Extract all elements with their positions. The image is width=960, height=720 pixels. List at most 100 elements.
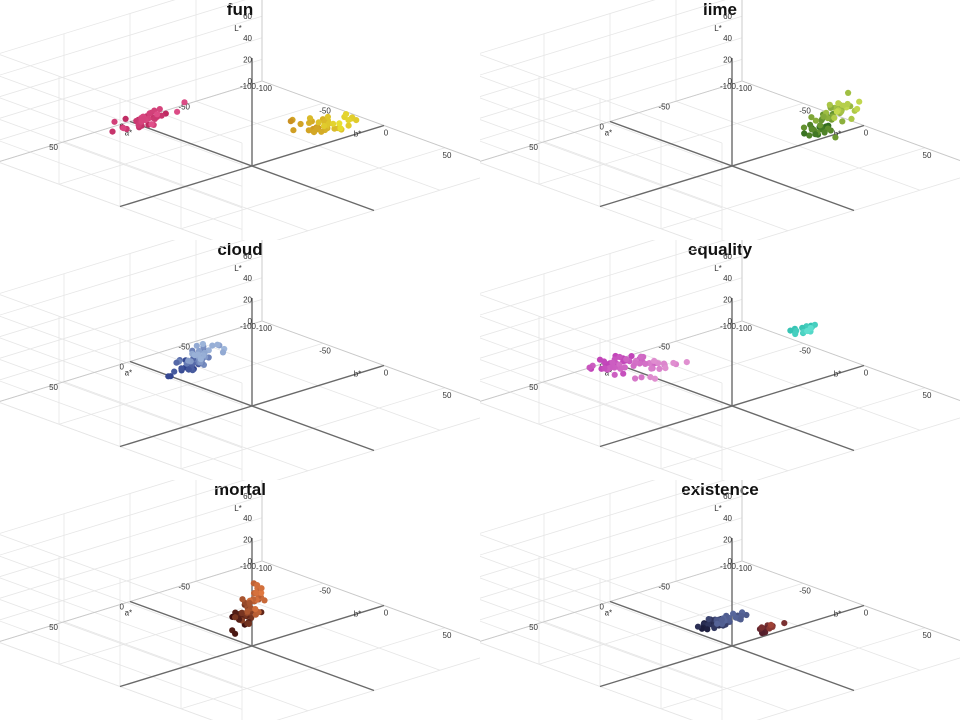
wall-gridline [0,240,246,316]
data-point [714,620,721,627]
x-tick-label: -100 [240,82,257,91]
data-point [811,321,818,328]
data-point [620,370,627,377]
wall-gridline [480,599,723,689]
data-point [199,340,206,348]
x-tick-label: 50 [529,623,538,632]
y-tick-label: -50 [799,346,811,355]
data-point [239,596,246,603]
data-point [185,357,192,364]
z-tick-label: 40 [243,34,252,43]
data-point [831,114,838,121]
data-point [767,621,775,628]
data-point [342,111,350,118]
wall-gridline [0,517,263,599]
z-axis-label: L* [234,264,242,273]
data-point [122,115,129,122]
x-axis-label: a* [605,128,613,137]
z-tick-label: 0 [728,77,733,86]
y-tick-label: 50 [923,391,932,400]
data-point [165,373,172,380]
wall-gridline [480,119,723,209]
data-point [146,110,153,117]
data-point [245,620,252,627]
data-point [238,609,245,617]
chart-panel: cloud020406080100-100-50050100-100-50050… [0,240,480,480]
wall-gridline [480,337,723,427]
data-point [845,89,852,96]
data-point [258,585,265,592]
data-point [832,134,839,141]
y-tick-label: -50 [319,106,331,115]
data-point [821,129,828,136]
z-tick-label: 40 [243,514,252,523]
data-point [244,608,251,615]
data-point [806,132,813,139]
data-point [148,121,155,128]
data-point [616,353,623,361]
wall-gridline [480,480,656,534]
wall-gridline [0,0,246,76]
chart-panel: mortal020406080100-100-50050100-100-5005… [0,480,480,720]
data-point [642,360,649,367]
wall-gridline [0,15,263,98]
data-point [315,119,322,126]
wall-gridline [480,517,743,599]
data-point [173,359,180,366]
floor-gridline [276,417,480,480]
chart-svg: 020406080100-100-50050100-100-50050L*a*b… [0,240,480,480]
data-point [730,610,737,617]
wall-gridline [480,480,726,556]
x-tick-label: -100 [720,562,737,571]
data-point [630,362,637,369]
x-axis-label: a* [125,368,133,377]
data-point [670,359,677,367]
wall-gridline [0,555,243,645]
data-point [808,126,815,133]
data-point [704,626,711,633]
data-point [310,129,318,136]
x-tick-label: 0 [120,363,125,372]
data-point [197,356,204,363]
data-point [297,120,304,128]
chart-title: mortal [214,480,266,499]
floor-gridline [0,642,214,720]
y-axis-label: b* [354,129,362,138]
data-point [305,127,312,134]
x-tick-label: -50 [658,342,670,351]
wall-gridline [480,140,723,230]
data-point [611,371,618,378]
wall-gridline [480,37,743,119]
y-tick-label: 50 [443,391,452,400]
y-axis-label: b* [834,609,842,618]
data-point [801,130,808,137]
data-point [839,118,846,125]
data-point [758,624,765,631]
data-point [787,327,794,334]
wall-gridline [480,380,723,470]
data-point [290,127,297,134]
data-point [246,599,253,607]
wall-gridline [0,75,243,165]
x-tick-label: 50 [49,383,58,392]
wall-gridline [480,75,723,165]
x-tick-label: -50 [178,582,190,591]
x-tick-label: 0 [600,123,605,132]
y-axis-label: b* [834,129,842,138]
data-point [656,365,663,372]
chart-svg: 020406080100-100-50050100-100-50050L*a*b… [480,480,960,720]
wall-gridline [0,480,246,556]
y-tick-label: -50 [319,346,331,355]
data-point [193,342,200,349]
data-point [287,118,294,125]
z-tick-label: 0 [248,557,253,566]
y-tick-label: 0 [864,129,869,138]
wall-gridline [480,240,656,294]
y-tick-label: 50 [923,631,932,640]
x-tick-label: 0 [600,603,605,612]
data-point [638,374,645,381]
wall-gridline [0,480,176,534]
data-point [804,327,811,335]
wall-gridline [480,240,726,316]
data-point [817,122,824,129]
